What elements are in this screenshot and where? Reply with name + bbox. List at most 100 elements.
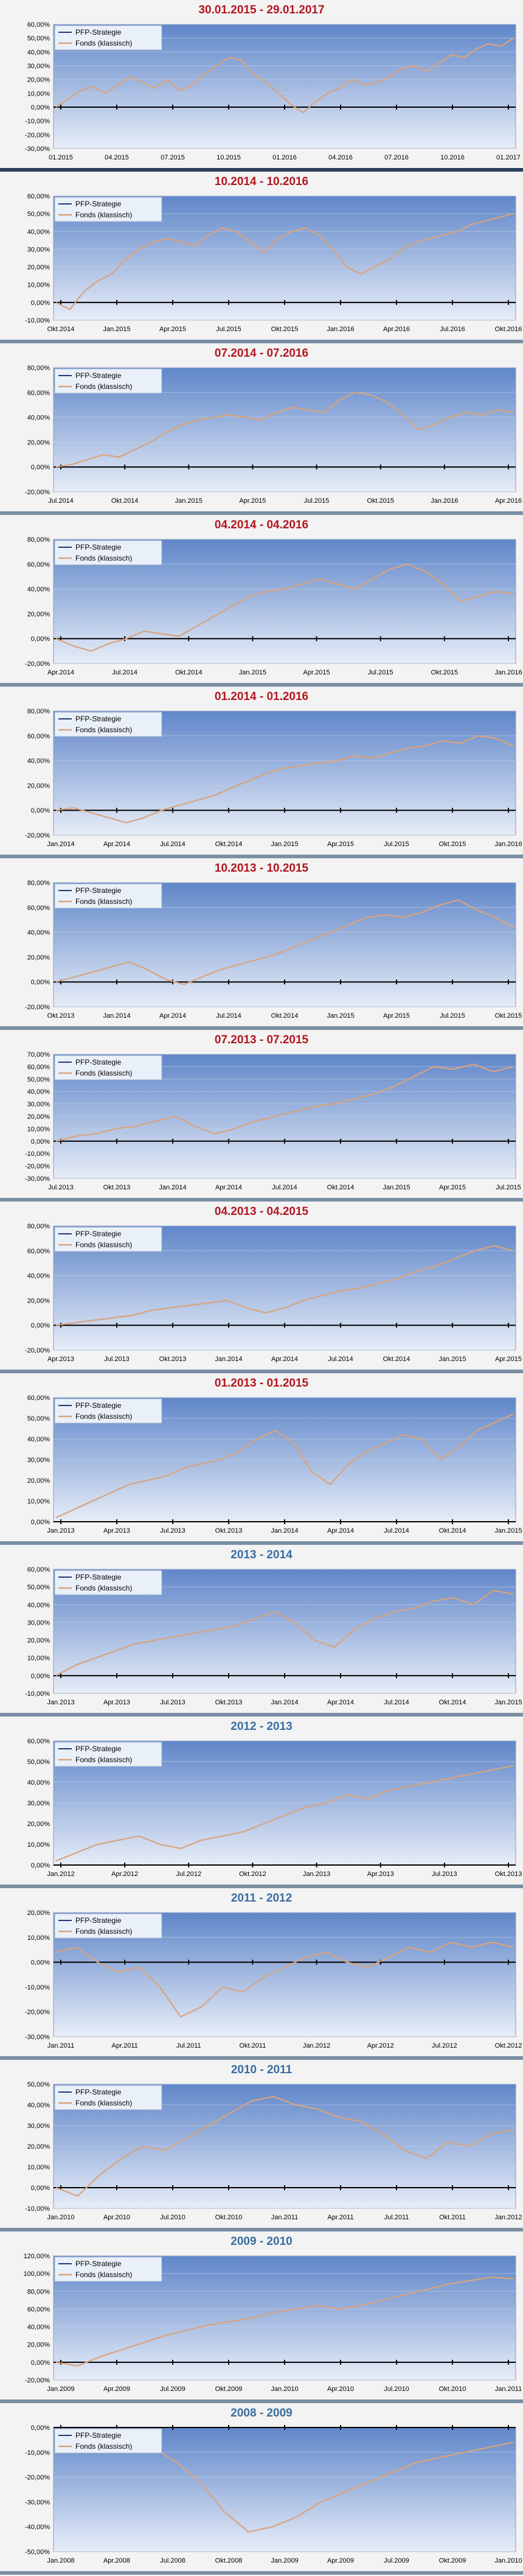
fund-series-line: [55, 391, 514, 468]
chart-panel: 30.01.2015 - 29.01.2017 60,00% 50,00% 40,00…: [0, 0, 523, 172]
y-tick-label: 60,00%: [27, 2306, 50, 2313]
legend-label-strategy: PFP-Strategie: [75, 1916, 122, 1925]
y-tick-label: 80,00%: [27, 1223, 50, 1230]
x-tick-label: Apr.2013: [47, 1356, 74, 1363]
x-tick-label: 01.2017: [496, 154, 521, 161]
y-tick-label: 0,00%: [31, 1673, 50, 1680]
x-tick-label: Apr.2012: [367, 2042, 394, 2049]
x-tick-label: Jan.2013: [303, 1871, 330, 1878]
y-tick-label: 0,00%: [31, 2359, 50, 2367]
legend-box: [54, 1227, 162, 1252]
y-tick-label: 40,00%: [27, 2102, 50, 2109]
x-tick-label: Okt.2013: [103, 1184, 131, 1191]
x-tick-label: Okt.2013: [495, 1871, 522, 1878]
x-tick-label: Jul.2014: [384, 1527, 409, 1535]
chart-panel: 10.2014 - 10.2016 60,00% 50,00% 40,00% 30,00…: [0, 172, 523, 343]
y-tick-label: 40,00%: [27, 415, 50, 422]
legend: PFP-Strategie Fonds (klassisch): [54, 1913, 162, 1939]
x-tick-label: Apr.2015: [159, 326, 186, 333]
x-tick-label: Okt.2015: [367, 497, 394, 505]
legend: PFP-Strategie Fonds (klassisch): [54, 1227, 162, 1252]
y-tick-label: 80,00%: [27, 536, 50, 544]
y-tick-label: 40,00%: [27, 1601, 50, 1609]
y-tick-label: 40,00%: [27, 228, 50, 236]
y-tick-label: 30,00%: [27, 1800, 50, 1807]
legend-box: [54, 540, 162, 565]
x-tick-label: Okt.2008: [215, 2557, 243, 2564]
legend: PFP-Strategie Fonds (klassisch): [54, 883, 162, 909]
x-tick-label: Jan.2015: [383, 1184, 410, 1191]
line-chart: 80,00% 60,00% 40,00% 20,00% 0,00% -20,00% Jan.…: [25, 708, 522, 848]
legend-box: [54, 1913, 162, 1939]
y-tick-label: -20,00%: [25, 832, 50, 839]
x-tick-label: Jul.2009: [384, 2557, 409, 2564]
y-tick-label: -30,00%: [25, 145, 50, 153]
chart-title: 10.2013 - 10.2015: [214, 862, 309, 875]
x-tick-label: Okt.2014: [327, 1184, 355, 1191]
x-tick-label: Jan.2013: [47, 1527, 74, 1535]
x-tick-label: Jan.2015: [438, 1356, 466, 1363]
y-tick-label: 10,00%: [27, 1125, 50, 1133]
legend: PFP-Strategie Fonds (klassisch): [54, 2085, 162, 2110]
x-tick-label: Jul.2015: [216, 326, 241, 333]
y-tick-label: -40,00%: [25, 2524, 50, 2531]
y-tick-label: 10,00%: [27, 90, 50, 97]
fund-series-line: [55, 37, 514, 114]
y-tick-label: 80,00%: [27, 708, 50, 715]
x-tick-label: Jul.2015: [304, 497, 330, 505]
y-tick-label: 30,00%: [27, 246, 50, 253]
y-tick-label: 10,00%: [27, 1498, 50, 1505]
x-tick-label: 07.2015: [161, 154, 185, 161]
chart-title: 01.2014 - 01.2016: [214, 690, 309, 703]
y-tick-label: 40,00%: [27, 758, 50, 765]
x-tick-label: Jan.2014: [103, 1012, 130, 1020]
x-tick-label: Apr.2014: [103, 841, 130, 848]
y-tick-label: 20,00%: [27, 1909, 50, 1917]
x-tick-label: Jul.2010: [160, 2214, 185, 2221]
legend-label-strategy: PFP-Strategie: [75, 543, 122, 551]
y-tick-label: -30,00%: [25, 1175, 50, 1183]
legend-label-fund: Fonds (klassisch): [75, 1927, 132, 1936]
y-tick-label: -10,00%: [25, 1150, 50, 1158]
legend: PFP-Strategie Fonds (klassisch): [54, 197, 162, 222]
legend: PFP-Strategie Fonds (klassisch): [54, 712, 162, 737]
x-tick-label: Apr.2014: [327, 1699, 354, 1706]
y-tick-label: 20,00%: [27, 77, 50, 84]
x-tick-label: Okt.2010: [215, 2214, 243, 2221]
x-tick-label: Jan.2015: [103, 326, 130, 333]
chart-panel: 2009 - 2010 120,00% 100,00% 80,00% 60,00% 40,…: [0, 2231, 523, 2403]
y-tick-label: 0,00%: [31, 299, 50, 307]
x-tick-label: 10.2016: [440, 154, 465, 161]
legend-label-fund: Fonds (klassisch): [75, 2099, 132, 2107]
x-tick-label: Okt.2009: [439, 2557, 466, 2564]
y-tick-label: 60,00%: [27, 905, 50, 912]
y-tick-label: -50,00%: [25, 2549, 50, 2556]
x-tick-label: Okt.2010: [439, 2385, 466, 2393]
x-tick-label: Jan.2016: [494, 841, 522, 848]
y-tick-label: -20,00%: [25, 1163, 50, 1171]
x-tick-label: Okt.2014: [383, 1356, 410, 1363]
y-tick-label: 40,00%: [27, 1436, 50, 1443]
legend-box: [54, 1398, 162, 1424]
x-tick-label: Okt.2014: [47, 326, 75, 333]
y-tick-label: 20,00%: [27, 611, 50, 618]
line-chart: 20,00%10,00%0,00%-10,00%-20,00%-30,00%Ja…: [25, 1909, 522, 2049]
legend-label-strategy: PFP-Strategie: [75, 2431, 122, 2440]
x-tick-label: Jul.2013: [104, 1356, 130, 1363]
legend-label-fund: Fonds (klassisch): [75, 726, 132, 734]
legend: PFP-Strategie Fonds (klassisch): [54, 1570, 162, 1595]
legend-label-strategy: PFP-Strategie: [75, 1230, 122, 1238]
x-tick-label: Jul.2015: [440, 1012, 465, 1020]
legend-label-strategy: PFP-Strategie: [75, 200, 122, 208]
y-tick-label: 20,00%: [27, 782, 50, 789]
x-tick-label: Apr.2013: [103, 1699, 130, 1706]
x-tick-label: 01.2015: [49, 154, 73, 161]
y-tick-label: 40,00%: [27, 1088, 50, 1096]
x-tick-label: Okt.2016: [495, 326, 522, 333]
x-tick-label: Jul.2014: [328, 1356, 353, 1363]
legend-label-fund: Fonds (klassisch): [75, 39, 132, 47]
y-tick-label: 30,00%: [27, 1101, 50, 1108]
line-chart: 0,00% -10,00% -20,00% -30,00% -40,00% -50,00%…: [25, 2424, 522, 2564]
y-tick-label: 30,00%: [27, 63, 50, 70]
x-tick-label: Jan.2016: [431, 497, 458, 505]
